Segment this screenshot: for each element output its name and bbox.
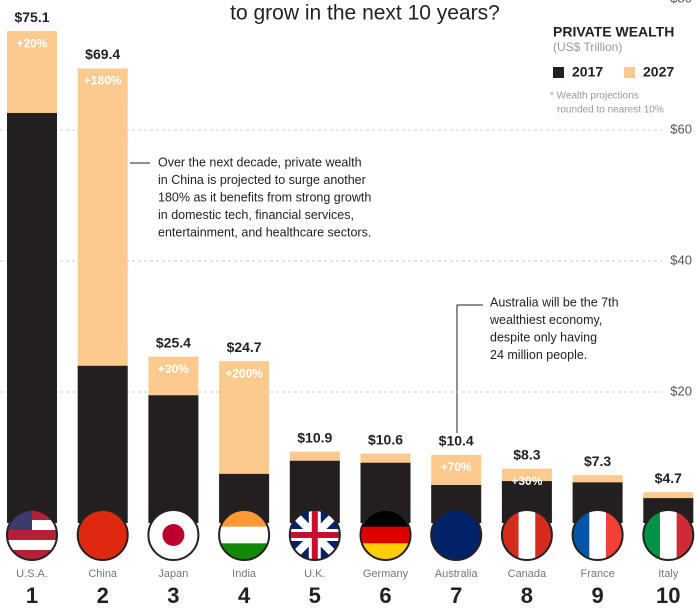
flag xyxy=(431,510,482,560)
flag xyxy=(289,510,340,560)
annotation: Over the next decade, private wealth xyxy=(158,155,362,169)
flag-border xyxy=(642,509,695,561)
rank: 4 xyxy=(238,583,251,608)
flag-stripe xyxy=(7,530,57,541)
annotation: 180% as it benefits from strong growth xyxy=(158,190,371,204)
flag-stripe xyxy=(518,510,536,560)
flag-border xyxy=(76,509,129,561)
x-tick-label: Italy xyxy=(658,568,679,580)
annotation-leader xyxy=(456,304,483,433)
legend-label: 2027 xyxy=(643,64,674,80)
x-tick-label: Germany xyxy=(363,568,409,580)
flag-border xyxy=(6,509,58,561)
value-label: $10.9 xyxy=(297,429,332,445)
value-label: $7.3 xyxy=(584,453,611,469)
rank: 8 xyxy=(521,583,533,608)
rank: 2 xyxy=(97,583,109,608)
growth-label: +30% xyxy=(158,362,189,376)
note: * Wealth projections xyxy=(550,91,639,102)
x-tick-label: India xyxy=(232,568,257,580)
annotation: in domestic tech, financial services, xyxy=(158,208,354,222)
flag-stripe xyxy=(431,510,482,560)
rank: 3 xyxy=(167,583,179,608)
x-tick-label: U.K. xyxy=(304,568,325,580)
bar xyxy=(148,395,199,523)
flag-border xyxy=(218,509,271,561)
annotation: wealthiest economy, xyxy=(489,313,602,327)
value-label: $25.4 xyxy=(156,334,191,350)
y-tick-label: $80 xyxy=(670,0,692,5)
legend-label: 2017 xyxy=(572,64,603,80)
rank: 5 xyxy=(309,583,321,608)
y-tick-label: $60 xyxy=(670,121,692,136)
flag-border xyxy=(571,509,624,561)
x-tick-label: Australia xyxy=(435,568,479,580)
value-label: $75.1 xyxy=(14,9,49,25)
growth-label: +200% xyxy=(225,366,263,380)
x-tick-label: U.S.A. xyxy=(16,568,48,580)
flag-stripe xyxy=(659,510,678,560)
flag xyxy=(77,510,128,560)
rank: 1 xyxy=(26,583,38,608)
flag-stripe xyxy=(7,540,57,551)
legend-swatch xyxy=(624,67,635,78)
flag-border xyxy=(288,509,341,561)
flag-stripe xyxy=(7,550,57,560)
legend-swatch xyxy=(553,67,564,78)
x-tick-label: Japan xyxy=(158,568,188,580)
x-tick-label: France xyxy=(580,568,614,580)
annotation: entertainment, and healthcare sectors. xyxy=(158,225,371,239)
value-label: $24.7 xyxy=(227,339,262,355)
value-label: $10.4 xyxy=(439,433,474,449)
flag-stripe xyxy=(219,526,270,544)
value-label: $10.6 xyxy=(368,431,403,447)
note: rounded to nearest 10% xyxy=(557,105,664,116)
y-tick-label: $20 xyxy=(670,383,692,398)
x-tick-label: China xyxy=(88,568,118,580)
annotation: despite only having xyxy=(490,330,597,344)
growth-label: +70% xyxy=(441,460,472,474)
flag-sun xyxy=(162,524,185,546)
flag-stripe xyxy=(77,510,128,560)
growth-label: +30% xyxy=(511,474,542,488)
value-label: $69.4 xyxy=(85,46,120,62)
legend-subtitle: (US$ Trillion) xyxy=(553,40,622,54)
bar xyxy=(77,365,128,523)
chart-title: to grow in the next 10 years? xyxy=(230,2,500,25)
growth-label: +180% xyxy=(84,74,122,88)
annotation: 24 million people. xyxy=(490,348,587,362)
flag-border xyxy=(147,509,200,561)
rank: 6 xyxy=(379,583,391,608)
flag-cross xyxy=(289,510,340,560)
flag-stripe xyxy=(360,526,411,544)
flag-stripe xyxy=(589,510,607,560)
growth-label: +20% xyxy=(16,36,47,50)
rank: 7 xyxy=(450,583,462,608)
flag-border xyxy=(430,509,483,561)
value-label: $4.7 xyxy=(655,470,682,486)
value-label: $8.3 xyxy=(513,446,540,462)
bar xyxy=(7,112,57,523)
y-tick-label: $40 xyxy=(670,252,692,267)
annotation: Australia will be the 7th xyxy=(490,295,619,309)
flag xyxy=(148,510,199,560)
legend-title: PRIVATE WEALTH xyxy=(553,24,674,40)
flag-border xyxy=(359,509,412,561)
annotation: in China is projected to surge another xyxy=(158,173,366,187)
x-tick-label: Canada xyxy=(508,568,547,580)
rank: 9 xyxy=(591,583,603,608)
rank: 10 xyxy=(656,583,680,608)
flag-border xyxy=(500,509,553,561)
